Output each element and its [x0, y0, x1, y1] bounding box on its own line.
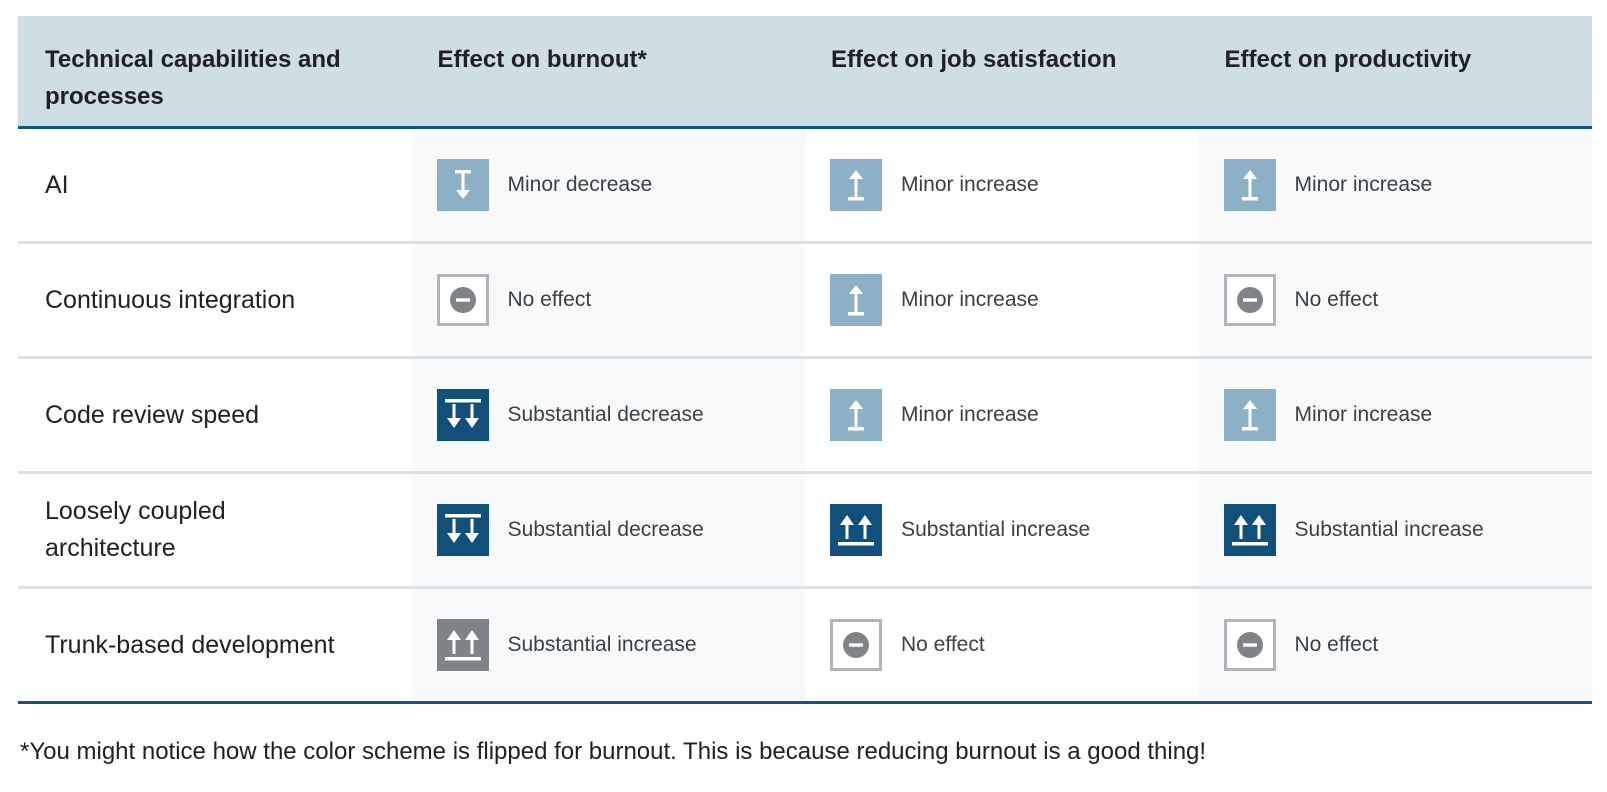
header-capabilities: Technical capabilities and processes	[45, 46, 341, 110]
footnote: *You might notice how the color scheme i…	[20, 738, 1207, 765]
burnout-cell: Substantial decrease	[411, 359, 805, 471]
minor-increase-icon	[1223, 389, 1276, 441]
satisfaction-effect: No effect	[901, 633, 985, 656]
burnout-effect: Minor decrease	[507, 173, 653, 196]
row-label: Trunk-based development	[18, 589, 412, 701]
minor-increase-icon	[830, 389, 882, 441]
row-label: AI	[18, 129, 412, 241]
productivity-effect: No effect	[1294, 633, 1379, 656]
substantial-increase-icon	[830, 504, 883, 556]
minor-decrease-icon	[436, 159, 489, 211]
productivity-cell: Minor increase	[1198, 129, 1592, 241]
row-label: Continuous integration	[18, 244, 412, 356]
minor-increase-icon	[1223, 159, 1276, 211]
burnout-cell: Substantial increase	[411, 589, 805, 701]
substantial-increase-icon	[436, 619, 489, 671]
burnout-cell: Minor decrease	[411, 129, 805, 241]
effects-table: Technical capabilities and processes Eff…	[18, 16, 1592, 704]
burnout-cell: Substantial decrease	[411, 474, 806, 586]
header-job-satisfaction: Effect on job satisfaction	[831, 46, 1117, 73]
minor-increase-icon	[830, 159, 882, 211]
burnout-effect: Substantial decrease	[507, 518, 704, 541]
satisfaction-effect: Minor increase	[901, 288, 1039, 311]
satisfaction-cell: Substantial increase	[805, 474, 1199, 586]
burnout-effect: Substantial increase	[507, 633, 697, 656]
no-effect-icon	[436, 274, 489, 326]
productivity-cell: Substantial increase	[1198, 474, 1592, 586]
productivity-cell: No effect	[1198, 244, 1592, 356]
satisfaction-cell: Minor increase	[805, 129, 1199, 241]
minor-increase-icon	[830, 274, 882, 326]
burnout-effect: Substantial decrease	[507, 403, 704, 426]
no-effect-icon	[1223, 619, 1276, 671]
table-row: Trunk-based development Substantial incr…	[18, 589, 1592, 704]
productivity-effect: Minor increase	[1294, 173, 1433, 196]
satisfaction-effect: Minor increase	[901, 173, 1039, 196]
substantial-decrease-icon	[436, 504, 489, 556]
table-row: Code review speed Substantial decrease M…	[18, 359, 1592, 474]
row-label: Loosely coupled architecture	[18, 474, 412, 586]
satisfaction-cell: No effect	[805, 589, 1199, 701]
satisfaction-effect: Substantial increase	[901, 518, 1091, 541]
substantial-decrease-icon	[436, 389, 489, 441]
table-row: Continuous integration No effect Minor i…	[18, 244, 1592, 359]
satisfaction-cell: Minor increase	[805, 244, 1199, 356]
header-burnout: Effect on burnout*	[437, 46, 647, 73]
table-row: Loosely coupled architecture Substantial…	[18, 474, 1592, 589]
productivity-cell: No effect	[1198, 589, 1592, 701]
no-effect-icon	[830, 619, 882, 671]
header-productivity: Effect on productivity	[1224, 46, 1472, 73]
productivity-effect: No effect	[1294, 288, 1379, 311]
row-label: Code review speed	[18, 359, 412, 471]
productivity-effect: Minor increase	[1294, 403, 1433, 426]
productivity-effect: Substantial increase	[1294, 518, 1484, 541]
burnout-cell: No effect	[411, 244, 805, 356]
table-row: AI Minor decrease Minor increase Minor i…	[18, 129, 1592, 244]
productivity-cell: Minor increase	[1198, 359, 1592, 471]
table-header: Technical capabilities and processes Eff…	[18, 16, 1592, 129]
burnout-effect: No effect	[507, 288, 592, 311]
satisfaction-cell: Minor increase	[805, 359, 1199, 471]
no-effect-icon	[1223, 274, 1276, 326]
satisfaction-effect: Minor increase	[901, 403, 1039, 426]
substantial-increase-icon	[1223, 504, 1276, 556]
